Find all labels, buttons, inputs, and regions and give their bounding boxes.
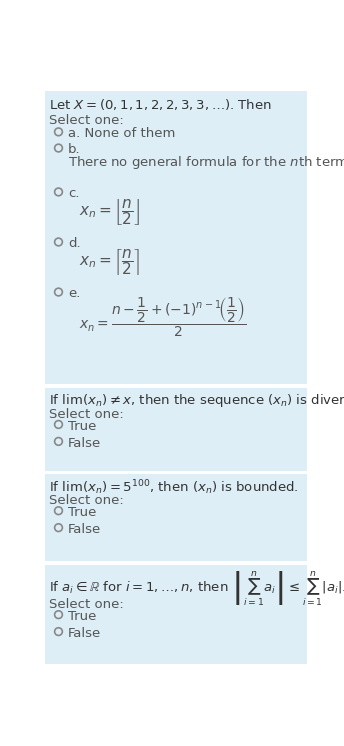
Text: $x_n = \dfrac{n - \dfrac{1}{2} + (-1)^{n-1}\!\left(\dfrac{1}{2}\right)}{2}$: $x_n = \dfrac{n - \dfrac{1}{2} + (-1)^{n… (79, 296, 246, 339)
Text: Select one:: Select one: (49, 407, 124, 421)
Text: Select one:: Select one: (49, 114, 124, 127)
Text: c.: c. (68, 187, 79, 201)
Text: Let $X = (0, 1, 1, 2, 2, 3, 3, \ldots)$. Then: Let $X = (0, 1, 1, 2, 2, 3, 3, \ldots)$.… (49, 97, 272, 112)
Text: False: False (68, 437, 101, 450)
Text: $x_n = \left\lfloor \dfrac{n}{2} \right\rfloor$: $x_n = \left\lfloor \dfrac{n}{2} \right\… (79, 198, 140, 228)
Bar (45, 565, 307, 664)
Text: True: True (68, 506, 96, 519)
Bar (45, 91, 307, 384)
Text: True: True (68, 610, 96, 623)
Text: e.: e. (68, 287, 80, 301)
Text: $x_n = \left\lceil \dfrac{n}{2} \right\rceil$: $x_n = \left\lceil \dfrac{n}{2} \right\r… (79, 248, 139, 278)
Text: If $a_i \in \mathbb{R}$ for $i = 1, \ldots, n$, then $\left|\sum_{i=1}^{n} a_i\r: If $a_i \in \mathbb{R}$ for $i = 1, \ldo… (49, 569, 344, 607)
Text: If $\lim(x_n) \neq x$, then the sequence $(x_n)$ is divergent.: If $\lim(x_n) \neq x$, then the sequence… (49, 392, 344, 409)
Text: There no general formula for the $\mathit{n}$th term: There no general formula for the $\mathi… (68, 154, 344, 171)
Text: b.: b. (68, 143, 80, 157)
Bar (45, 387, 307, 471)
Text: Select one:: Select one: (49, 494, 124, 507)
Text: Select one:: Select one: (49, 598, 124, 611)
Text: False: False (68, 523, 101, 536)
Text: True: True (68, 420, 96, 433)
Text: d.: d. (68, 237, 80, 251)
Text: If $\lim(x_n) = 5^{100}$, then $(x_n)$ is bounded.: If $\lim(x_n) = 5^{100}$, then $(x_n)$ i… (49, 478, 299, 497)
Text: a. None of them: a. None of them (68, 128, 175, 140)
Text: False: False (68, 627, 101, 640)
Bar (45, 474, 307, 561)
